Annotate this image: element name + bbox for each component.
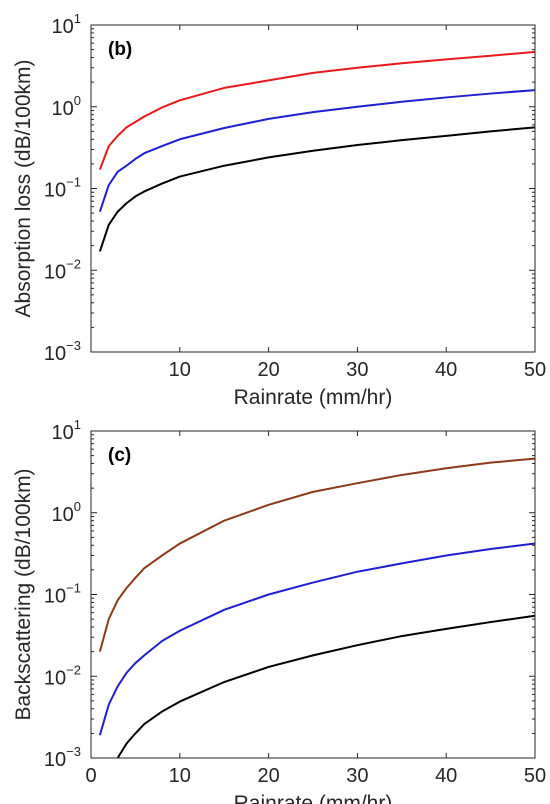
- y-tick-label: 101: [52, 417, 81, 444]
- x-tick-label: 50: [524, 359, 546, 381]
- x-tick-label: 10: [169, 359, 191, 381]
- axis-box: [90, 24, 536, 353]
- y-tick-label: 101: [52, 11, 81, 38]
- y-axis-label: Absorption loss (dB/100km): [12, 60, 35, 318]
- panel-b-absorption-chart: 10 20 30 40 50 10−3 10−2 10−1 100 101 (b) Rainrate …: [12, 11, 546, 409]
- y-tick-label: 10−3: [44, 744, 81, 771]
- x-tick-label: 30: [346, 359, 368, 381]
- x-tick-label: 20: [257, 765, 279, 787]
- y-axis-label: Backscattering (dB/100km): [12, 468, 35, 720]
- x-tick-label: 50: [524, 765, 546, 787]
- axis-box: [90, 430, 536, 759]
- y-tick-label: 10−2: [44, 662, 81, 689]
- x-tick-label: 0: [85, 765, 96, 787]
- y-tick-label: 100: [52, 93, 81, 120]
- x-tick-label: 10: [169, 765, 191, 787]
- y-tick-label: 10−3: [44, 338, 81, 365]
- panel-label: (c): [108, 445, 131, 466]
- series-line-1: [98, 50, 535, 171]
- x-tick-label: 40: [435, 359, 457, 381]
- panel-c-backscattering-chart: 0 10 20 30 40 50 10−3 10−2 10−1 100 101 (c) Rainrate…: [12, 417, 546, 804]
- y-tick-label: 10−1: [44, 175, 81, 202]
- x-tick-label: 20: [257, 359, 279, 381]
- series-line-2: [98, 542, 535, 736]
- series-line-2: [98, 89, 535, 213]
- x-tick-label: 30: [346, 765, 368, 787]
- y-tick-label: 10−1: [44, 581, 81, 608]
- x-tick-label: 40: [435, 765, 457, 787]
- x-axis-label: Rainrate (mm/hr): [234, 386, 393, 409]
- y-tick-label: 100: [52, 499, 81, 526]
- series-line-3: [98, 126, 535, 252]
- series-line-3: [116, 614, 535, 758]
- panel-label: (b): [108, 39, 132, 60]
- x-axis-label: Rainrate (mm/hr): [234, 792, 393, 804]
- y-tick-label: 10−2: [44, 256, 81, 283]
- series-line-1: [98, 457, 535, 652]
